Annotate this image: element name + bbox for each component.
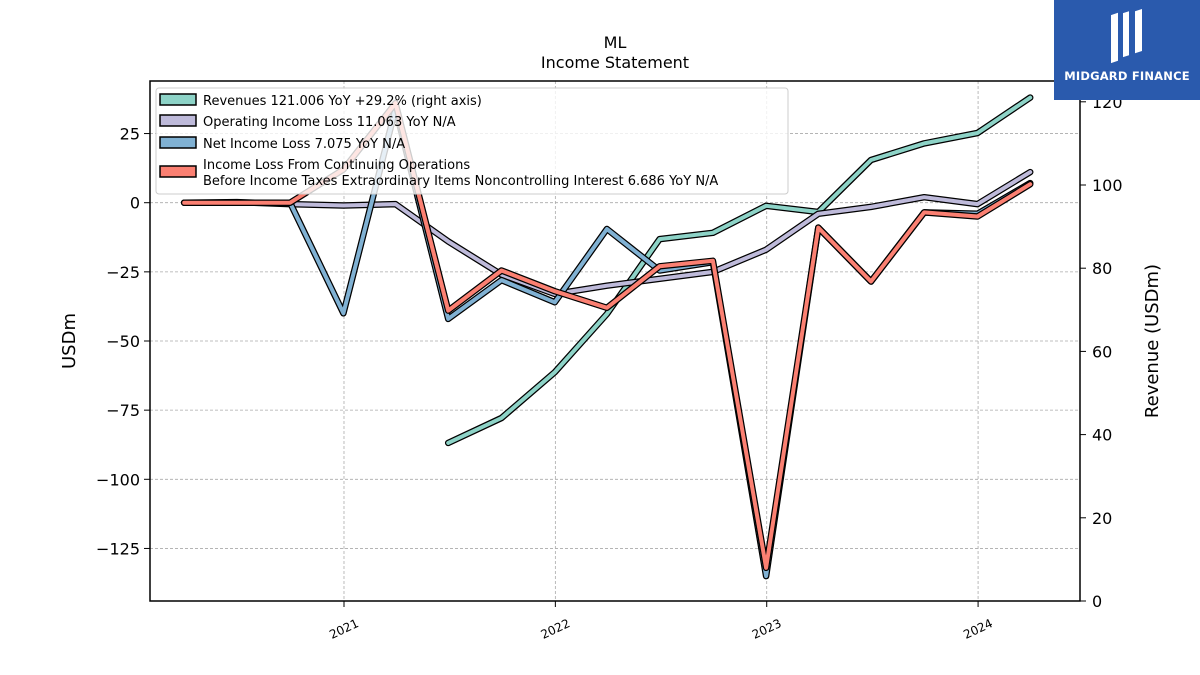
legend-swatch xyxy=(159,93,197,106)
chart-title: ML xyxy=(604,33,627,52)
legend: Revenues 121.006 YoY +29.2% (right axis)… xyxy=(155,87,789,195)
x-tick-label: 2024 xyxy=(961,616,995,642)
y2-tick-label: 20 xyxy=(1092,509,1112,528)
y-tick-label: −125 xyxy=(96,539,140,558)
y-tick-label: −50 xyxy=(106,332,140,351)
y-tick-label: 25 xyxy=(120,125,140,144)
legend-label: Revenues 121.006 YoY +29.2% (right axis) xyxy=(203,94,482,109)
x-tick-label: 2023 xyxy=(750,616,784,642)
legend-label: Income Loss From Continuing Operations xyxy=(203,158,470,173)
legend-swatch xyxy=(159,114,197,127)
y-tick-label: −100 xyxy=(96,470,140,489)
brand-mark-icon xyxy=(1111,9,1142,64)
x-tick-label: 2021 xyxy=(327,616,361,642)
legend-label: Before Income Taxes Extraordinary Items … xyxy=(203,174,718,189)
series-1 xyxy=(180,168,1034,298)
series-0 xyxy=(444,94,1034,447)
series-lines xyxy=(180,94,1034,580)
y2-tick-label: 100 xyxy=(1092,176,1123,195)
series-line xyxy=(182,170,1033,296)
y-tick-label: −25 xyxy=(106,263,140,282)
legend-label: Operating Income Loss 11.063 YoY N/A xyxy=(203,115,456,130)
chart-subtitle: Income Statement xyxy=(541,53,689,72)
series-line xyxy=(446,95,1033,445)
y-tick-label: −75 xyxy=(106,401,140,420)
legend-box xyxy=(155,87,789,195)
y2-axis-label: Revenue (USDm) xyxy=(1142,264,1163,418)
legend-swatch xyxy=(159,165,197,178)
x-tick-label: 2022 xyxy=(539,616,573,642)
y2-tick-label: 80 xyxy=(1092,259,1112,278)
y2-tick-label: 0 xyxy=(1092,592,1102,611)
y2-tick-label: 60 xyxy=(1092,342,1112,361)
brand-logo: MIDGARD FINANCE xyxy=(1054,0,1200,100)
legend-label: Net Income Loss 7.075 YoY N/A xyxy=(203,137,405,152)
y-tick-label: 0 xyxy=(130,194,140,213)
brand-name: MIDGARD FINANCE xyxy=(1064,69,1190,83)
legend-swatch xyxy=(159,136,197,149)
y2-tick-label: 40 xyxy=(1092,426,1112,445)
y-axis-label: USDm xyxy=(59,313,80,369)
